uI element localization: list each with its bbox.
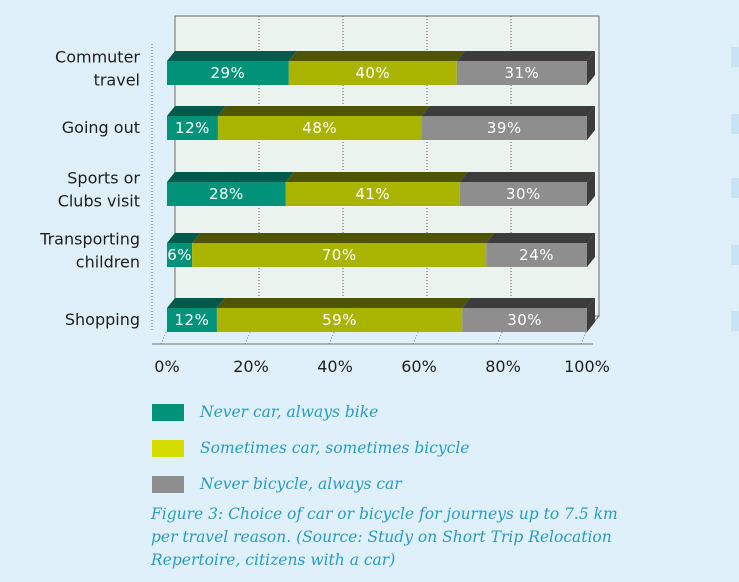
bar-segment (216, 308, 463, 332)
bar-value-label: 28% (209, 185, 244, 203)
bar-top-face (462, 298, 595, 308)
bar-end-face (587, 233, 595, 267)
bar-end-face (587, 172, 595, 206)
bar-segment (167, 116, 218, 140)
bar-value-label: 29% (210, 64, 245, 82)
bar-top-face (192, 233, 495, 243)
legend-item-sometimes-car: Sometimes car, sometimes bicycle (152, 430, 469, 466)
legend: Never car, always bike Sometimes car, so… (152, 394, 469, 502)
bar-segment (456, 61, 587, 85)
stacked-bar-chart: 0% 20% 40% 60% 80% 100% 29% 40% 31% Commuter trave… (39, 15, 610, 376)
bar-end-face (587, 106, 595, 140)
bar-segment (462, 308, 587, 332)
category-label: travel (94, 71, 140, 90)
side-decoration (731, 245, 739, 265)
category-label: Commuter (55, 48, 140, 67)
bar-segment (167, 61, 289, 85)
x-tick (580, 329, 588, 345)
legend-swatch-sometimes-car (152, 439, 184, 457)
legend-label-never-car: Never car, always bike (200, 403, 379, 421)
bar-top-face (167, 298, 225, 308)
bar-top-face (285, 172, 468, 182)
bar-segment (167, 182, 286, 206)
category-label: Sports or (67, 169, 140, 188)
bar-end-face (587, 298, 595, 332)
bar-value-label: 30% (506, 185, 541, 203)
bar-value-label: 41% (355, 185, 390, 203)
bar-value-label: 12% (175, 119, 210, 137)
category-label: Transporting (39, 230, 140, 249)
bar-value-label: 31% (504, 64, 539, 82)
side-decoration (731, 311, 739, 331)
legend-item-never-car: Never car, always bike (152, 394, 469, 430)
legend-label-sometimes-car: Sometimes car, sometimes bicycle (200, 439, 470, 457)
side-decoration (731, 114, 739, 134)
bar-value-label: 30% (507, 311, 542, 329)
bar-value-label: 39% (487, 119, 522, 137)
bar-top-face (288, 51, 465, 61)
legend-item-never-bicycle: Never bicycle, always car (152, 466, 469, 502)
bar-value-label: 48% (302, 119, 337, 137)
bar-segment (167, 308, 217, 332)
bar-value-label: 59% (322, 311, 357, 329)
category-label: children (76, 253, 140, 272)
bar-segment (192, 243, 487, 267)
category-label: Clubs visit (58, 192, 140, 211)
bar-top-face (456, 51, 595, 61)
x-tick (412, 329, 420, 345)
bar-segment (459, 182, 587, 206)
bar-top-face (216, 298, 471, 308)
bar-segment (486, 243, 587, 267)
bar-segment (288, 61, 457, 85)
x-tick-label: 40% (317, 357, 353, 376)
bar-top-face (167, 51, 297, 61)
x-tick-label: 20% (233, 357, 269, 376)
bar-segment (167, 243, 193, 267)
legend-label-never-bicycle: Never bicycle, always car (200, 475, 402, 493)
bar-value-label: 12% (175, 311, 210, 329)
bar-value-label: 70% (322, 246, 357, 264)
x-tick (496, 329, 504, 345)
bar-segment (285, 182, 460, 206)
x-tick (160, 329, 168, 345)
bar-end-face (587, 51, 595, 85)
bar-segment (217, 116, 422, 140)
bar-segment (421, 116, 587, 140)
bar-top-face (486, 233, 595, 243)
bar-top-face (167, 106, 226, 116)
x-tick (244, 329, 252, 345)
figure-caption: Figure 3: Choice of car or bicycle for j… (151, 505, 618, 569)
x-tick-label: 100% (564, 357, 610, 376)
x-tick-label: 80% (485, 357, 521, 376)
bar-value-label: 40% (355, 64, 390, 82)
bar-top-face (459, 172, 595, 182)
x-tick-label: 60% (401, 357, 437, 376)
bar-top-face (421, 106, 595, 116)
x-tick (328, 329, 336, 345)
bar-value-label: 6% (167, 246, 192, 264)
bar-top-face (217, 106, 430, 116)
side-decoration (731, 47, 739, 67)
x-tick-label: 0% (154, 357, 179, 376)
legend-swatch-never-bicycle (152, 475, 184, 493)
bar-top-face (167, 233, 201, 243)
category-label: Shopping (65, 310, 140, 329)
side-decoration (731, 178, 739, 198)
bar-value-label: 24% (519, 246, 554, 264)
category-label: Going out (62, 118, 140, 137)
bar-top-face (167, 172, 294, 182)
legend-swatch-never-car (152, 403, 184, 421)
